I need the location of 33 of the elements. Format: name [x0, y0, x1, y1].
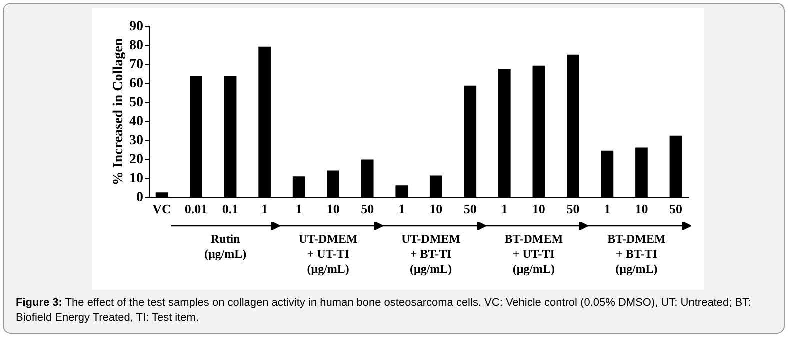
y-tick-label: 90: [130, 20, 144, 34]
x-tick-label: 50: [669, 202, 682, 216]
y-tick-label: 20: [130, 152, 144, 168]
text: UT-DMEM + BT-TI (μg/mL): [400, 232, 462, 277]
y-tick-label: 60: [130, 76, 144, 92]
y-tick-label: 80: [130, 38, 144, 54]
x-tick-label: 0.01: [184, 202, 208, 216]
y-tick-label: 70: [130, 58, 144, 72]
y-axis-title: % Increased in Collagen: [112, 38, 126, 186]
x-tick-label: 10: [430, 202, 443, 216]
text: BT-DMEM + UT-TI (μg/mL): [504, 232, 564, 277]
y-tick-label: 0: [136, 190, 144, 206]
text: UT-DMEM + UT-TI (μg/mL): [298, 232, 359, 277]
y-tick-label: 40: [130, 114, 144, 130]
text: BT-DMEM + BT-TI (μg/mL): [606, 232, 667, 277]
x-tick-label: 10: [326, 202, 340, 216]
x-tick-label: 50: [566, 202, 580, 216]
x-tick-label: 1: [296, 202, 302, 216]
x-tick-label: VC: [152, 202, 172, 216]
x-tick-label: 1: [604, 202, 611, 216]
x-tick-label: 10: [532, 202, 546, 216]
y-tick-label: 30: [130, 134, 144, 148]
y-tick-label: 10: [130, 172, 144, 186]
x-tick-label: 10: [635, 202, 648, 216]
x-tick-label: 50: [464, 202, 477, 216]
text: Rutin (μg/mL): [203, 232, 248, 262]
x-tick-label: 1: [262, 202, 268, 216]
x-tick-label: 1: [501, 202, 508, 216]
x-tick-label: 50: [361, 202, 374, 216]
x-tick-label: 1: [398, 202, 406, 216]
caption: Figure 3: The effect of the test samples on collagen activity in human bone osteosarcoma cells. VC: Vehicle control (0.05% DMSO), UT: Untreated; BT: Biofield Energy Treated, TI: Test item.: [16, 296, 752, 326]
y-tick-label: 50: [130, 96, 144, 110]
x-tick-label: 0.1: [222, 202, 239, 216]
